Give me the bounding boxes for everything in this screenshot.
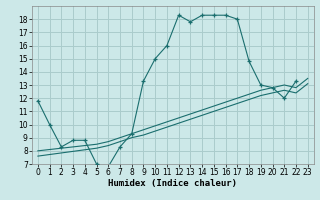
X-axis label: Humidex (Indice chaleur): Humidex (Indice chaleur) — [108, 179, 237, 188]
